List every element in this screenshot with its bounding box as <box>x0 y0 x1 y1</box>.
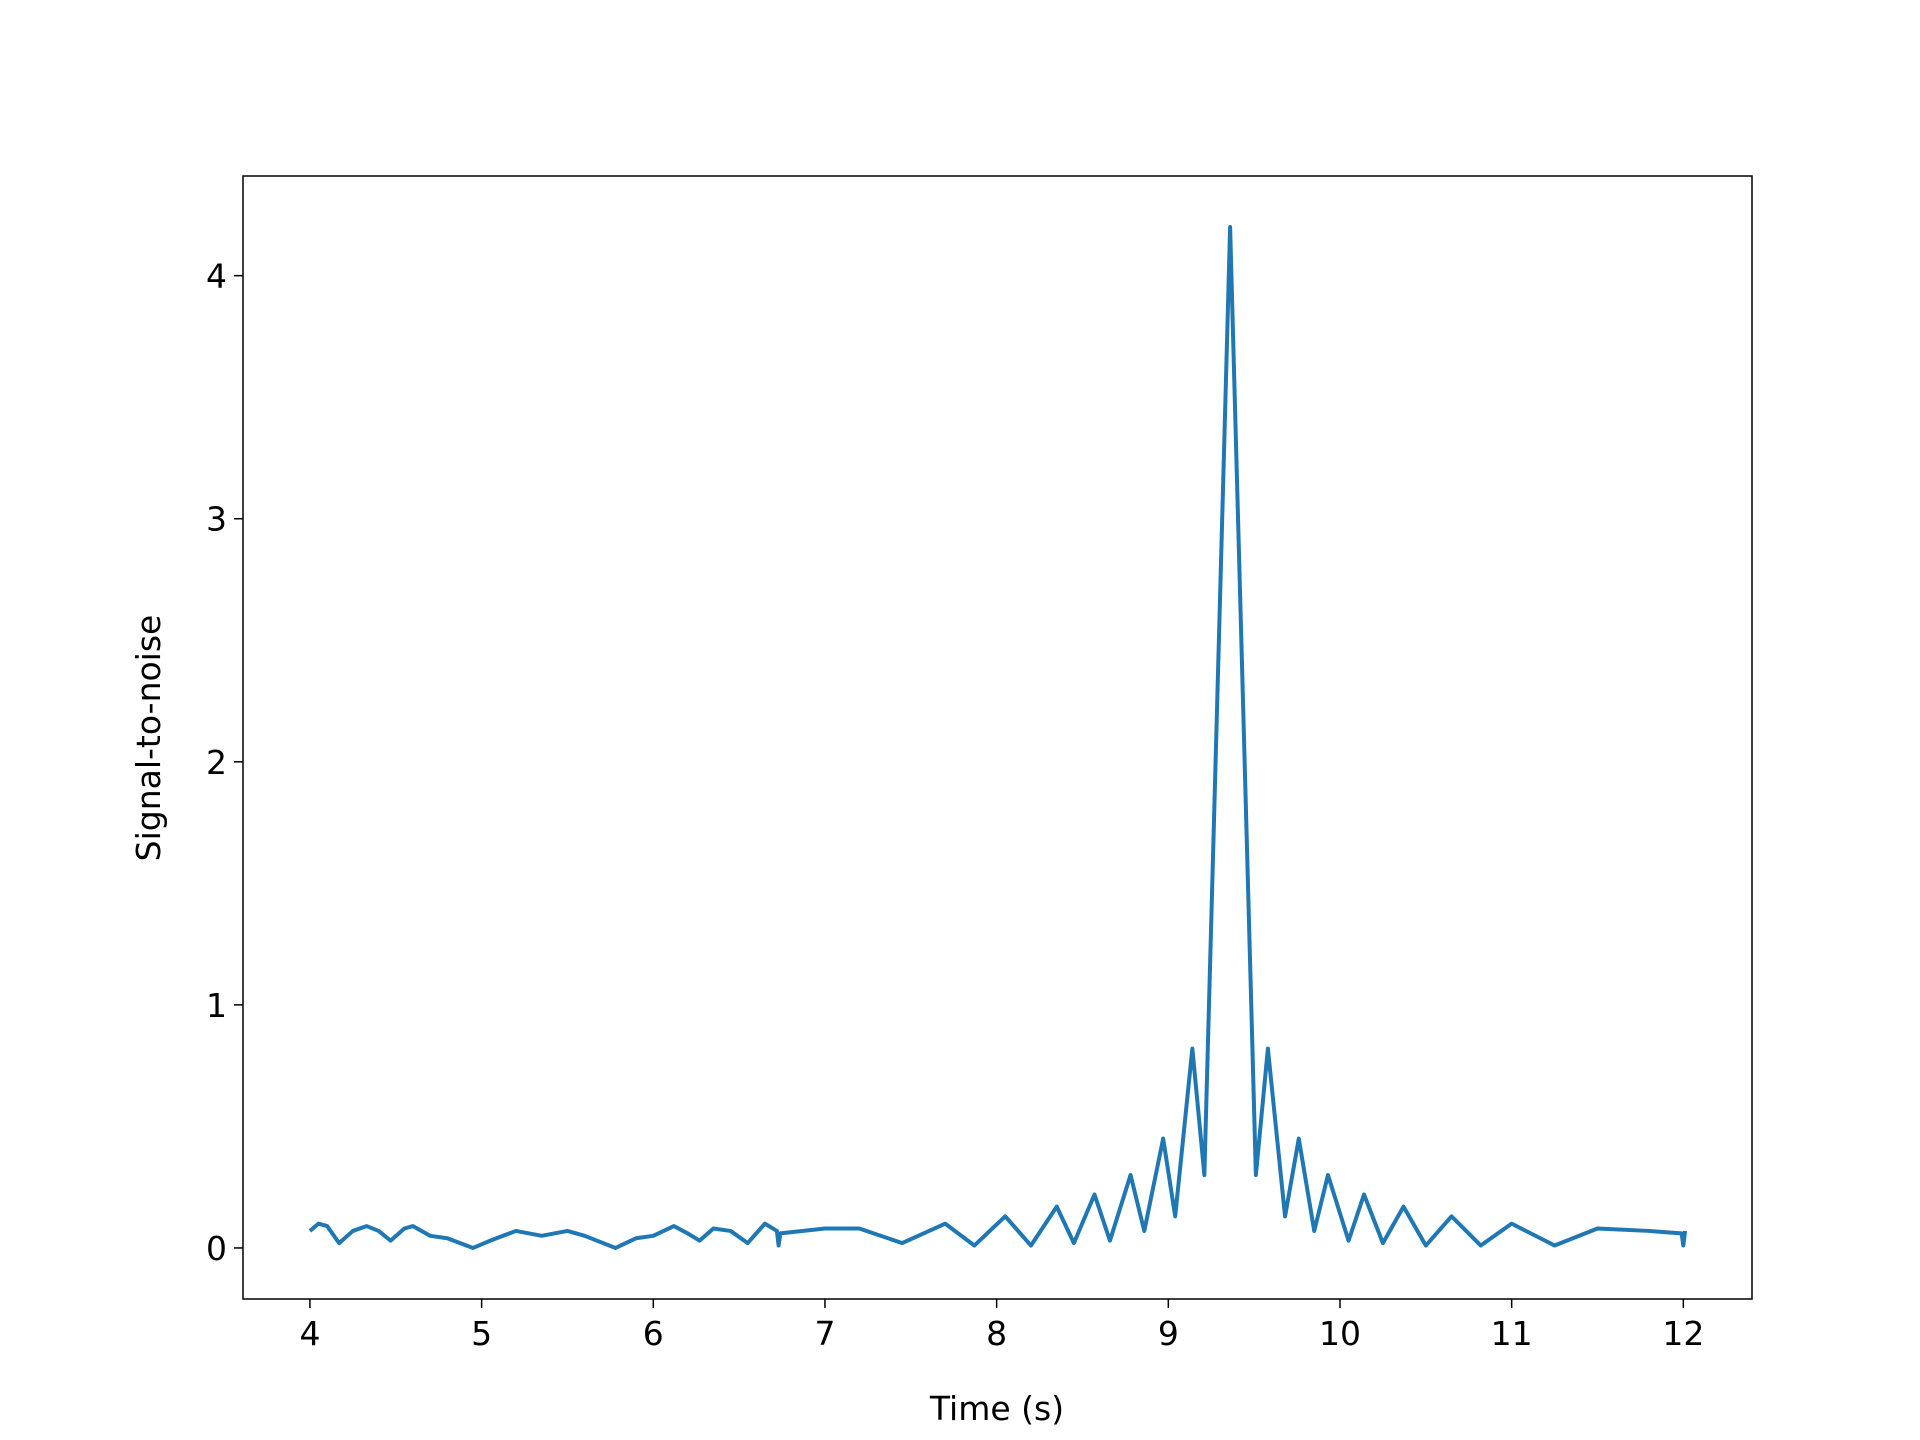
plot-frame <box>242 175 1753 1300</box>
x-tick-label: 7 <box>814 1314 835 1353</box>
y-tick-label: 4 <box>206 257 227 296</box>
line <box>308 225 1688 1250</box>
x-tick-label: 6 <box>643 1314 664 1353</box>
y-tick-label: 1 <box>206 986 227 1025</box>
y-tick-label: 2 <box>206 743 227 782</box>
x-axis-label: Time (s) <box>929 1389 1064 1428</box>
x-tick-label: 5 <box>471 1314 492 1353</box>
x-tick-label: 4 <box>299 1314 320 1353</box>
y-tick-label: 0 <box>206 1229 227 1268</box>
x-tick-label: 12 <box>1662 1314 1704 1353</box>
x-tick-label: 8 <box>986 1314 1007 1353</box>
x-tick-label: 11 <box>1491 1314 1533 1353</box>
y-tick-label: 3 <box>206 500 227 539</box>
y-axis-label: Signal-to-noise <box>129 615 168 862</box>
x-tick-label: 9 <box>1158 1314 1179 1353</box>
x-tick-label: 10 <box>1319 1314 1361 1353</box>
